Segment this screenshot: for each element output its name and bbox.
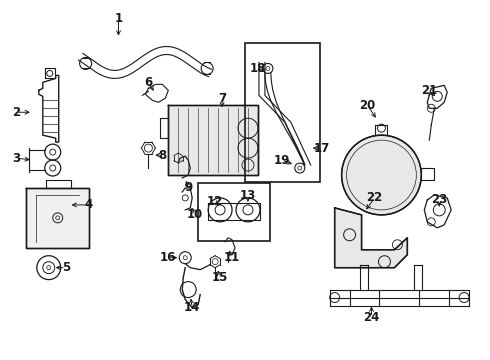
Text: 3: 3 [12, 152, 20, 165]
Circle shape [342, 135, 421, 215]
Text: 20: 20 [359, 99, 376, 112]
Text: 19: 19 [274, 154, 290, 167]
Polygon shape [168, 105, 258, 175]
Text: 9: 9 [184, 181, 193, 194]
Bar [245, 42, 319, 182]
Text: 16: 16 [160, 251, 176, 264]
Text: 2: 2 [12, 106, 20, 119]
Text: 8: 8 [158, 149, 167, 162]
Text: 13: 13 [240, 189, 256, 202]
Text: 7: 7 [218, 92, 226, 105]
Text: 12: 12 [207, 195, 223, 208]
Text: 1: 1 [115, 12, 122, 25]
Text: 18: 18 [250, 62, 266, 75]
Text: 4: 4 [84, 198, 93, 211]
Text: 11: 11 [224, 251, 240, 264]
Text: 14: 14 [184, 301, 200, 314]
Text: 21: 21 [421, 84, 438, 97]
Text: 23: 23 [431, 193, 447, 206]
Text: 5: 5 [62, 261, 70, 274]
Text: 17: 17 [314, 141, 330, 155]
Text: 24: 24 [363, 311, 380, 324]
Text: 10: 10 [187, 208, 203, 221]
Polygon shape [335, 208, 407, 268]
Text: 22: 22 [367, 192, 383, 204]
Text: 15: 15 [212, 271, 228, 284]
Bar [198, 183, 270, 241]
Polygon shape [26, 188, 89, 248]
Text: 6: 6 [144, 76, 152, 89]
